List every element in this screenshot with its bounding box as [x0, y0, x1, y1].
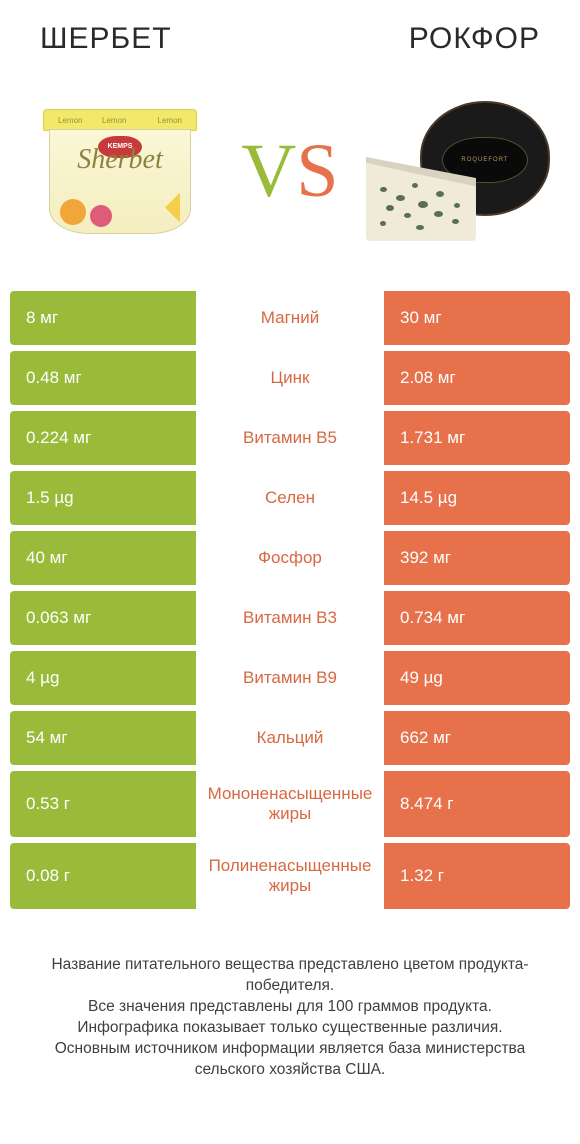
title-right: Рокфор [409, 22, 540, 56]
cell-left-value: 54 мг [10, 711, 196, 765]
footer-notes: Название питательного вещества представл… [0, 915, 580, 1081]
cell-right-value: 14.5 µg [384, 471, 570, 525]
cell-nutrient-label: Фосфор [196, 531, 384, 585]
table-row: 0.53 гМононенасыщенные жиры8.474 г [10, 771, 570, 837]
table-row: 0.48 мгЦинк2.08 мг [10, 351, 570, 405]
cell-left-value: 0.224 мг [10, 411, 196, 465]
cell-left-value: 0.48 мг [10, 351, 196, 405]
table-row: 54 мгКальций662 мг [10, 711, 570, 765]
cell-right-value: 662 мг [384, 711, 570, 765]
cell-right-value: 392 мг [384, 531, 570, 585]
table-row: 0.08 гПолиненасыщенные жиры1.32 г [10, 843, 570, 909]
cell-left-value: 4 µg [10, 651, 196, 705]
footer-line: Основным источником информации является … [22, 1039, 558, 1081]
header-row: Шербет Рокфор [0, 0, 580, 66]
cell-left-value: 40 мг [10, 531, 196, 585]
cell-nutrient-label: Селен [196, 471, 384, 525]
cell-nutrient-label: Кальций [196, 711, 384, 765]
product-image-right: ROQUEFORT [370, 96, 550, 246]
cell-right-value: 49 µg [384, 651, 570, 705]
comparison-table: 8 мгМагний30 мг 0.48 мгЦинк2.08 мг 0.224 м… [10, 291, 570, 909]
vs-v: V [241, 129, 296, 213]
cell-right-value: 1.32 г [384, 843, 570, 909]
table-row: 0.063 мгВитамин B30.734 мг [10, 591, 570, 645]
cell-left-value: 0.063 мг [10, 591, 196, 645]
cell-left-value: 1.5 µg [10, 471, 196, 525]
cell-nutrient-label: Полиненасыщенные жиры [196, 843, 384, 909]
cell-left-value: 0.53 г [10, 771, 196, 837]
cell-nutrient-label: Цинк [196, 351, 384, 405]
cell-right-value: 8.474 г [384, 771, 570, 837]
cell-left-value: 0.08 г [10, 843, 196, 909]
footer-line: Все значения представлены для 100 граммо… [22, 997, 558, 1018]
cell-nutrient-label: Витамин B5 [196, 411, 384, 465]
cell-nutrient-label: Витамин B3 [196, 591, 384, 645]
cell-left-value: 8 мг [10, 291, 196, 345]
table-row: 0.224 мгВитамин B51.731 мг [10, 411, 570, 465]
cell-right-value: 0.734 мг [384, 591, 570, 645]
sherbet-cup-icon: Lemon Lemon Lemon KEMPS Sherbet [45, 109, 195, 234]
table-row: 8 мгМагний30 мг [10, 291, 570, 345]
cell-nutrient-label: Мононенасыщенные жиры [196, 771, 384, 837]
product-image-left: Lemon Lemon Lemon KEMPS Sherbet [30, 96, 210, 246]
vs-label: VS [241, 128, 338, 215]
table-row: 1.5 µgСелен14.5 µg [10, 471, 570, 525]
cell-right-value: 2.08 мг [384, 351, 570, 405]
cell-nutrient-label: Магний [196, 291, 384, 345]
vs-s: S [296, 129, 338, 213]
cell-nutrient-label: Витамин B9 [196, 651, 384, 705]
title-left: Шербет [40, 22, 172, 56]
images-row: Lemon Lemon Lemon KEMPS Sherbet VS ROQUE… [0, 66, 580, 291]
roquefort-cheese-icon: ROQUEFORT [370, 101, 550, 241]
cell-right-value: 1.731 мг [384, 411, 570, 465]
footer-line: Название питательного вещества представл… [22, 955, 558, 997]
footer-line: Инфографика показывает только существенн… [22, 1018, 558, 1039]
table-row: 4 µgВитамин B949 µg [10, 651, 570, 705]
table-row: 40 мгФосфор392 мг [10, 531, 570, 585]
cell-right-value: 30 мг [384, 291, 570, 345]
